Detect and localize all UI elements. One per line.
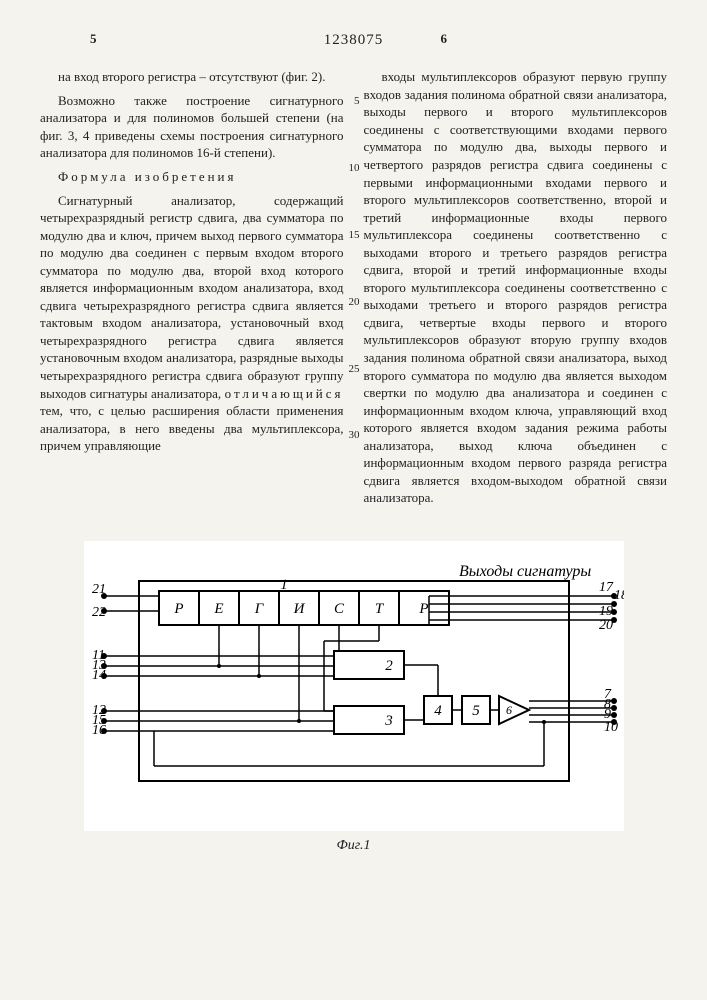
ln-5: 5 — [346, 94, 360, 109]
ln-10: 10 — [346, 161, 360, 176]
outputs-label: Выходы сигнатуры — [459, 563, 591, 580]
formula-title: Формула изобретения — [40, 168, 344, 186]
right-para-1: входы мультиплексоров образуют первую гр… — [364, 68, 668, 507]
out-19: 19 — [599, 604, 613, 619]
ln-20: 20 — [346, 295, 360, 310]
blk-sum1: 4 — [434, 703, 442, 719]
blk-reg: 1 — [280, 577, 288, 593]
left-para-3-tail: тем, что, с целью расширения области при… — [40, 403, 344, 453]
ln-15: 15 — [346, 228, 360, 243]
ln-25: 25 — [346, 362, 360, 377]
out-17: 17 — [599, 580, 614, 595]
blk-key: 6 — [506, 703, 512, 717]
left-para-1: на вход второго регистра – отсутствуют (… — [40, 68, 344, 86]
reg-lbl-4: С — [333, 601, 344, 617]
reg-lbl-6: Р — [418, 601, 428, 617]
in-14: 14 — [92, 668, 106, 683]
right-column: 5 10 15 20 25 30 входы мультиплексоров о… — [364, 68, 668, 513]
left-para-2: Возможно также построение сигнатурного а… — [40, 92, 344, 162]
in-22: 22 — [92, 605, 106, 620]
otlich-word: отличающийся — [225, 386, 344, 401]
out-18: 18 — [614, 588, 624, 603]
out-20: 20 — [599, 618, 613, 633]
in-21: 21 — [92, 582, 106, 597]
figure-caption: Фиг.1 — [40, 837, 667, 856]
blk-mux1: 2 — [385, 658, 393, 674]
out-10: 10 — [604, 720, 618, 735]
in-16: 16 — [92, 723, 106, 738]
page-header: 5 1238075 6 — [40, 30, 667, 50]
figure-1: 21 22 11 13 14 12 15 16 17 18 19 20 7 8 … — [40, 541, 667, 856]
reg-lbl-1: Е — [213, 601, 223, 617]
left-para-3-head: Сигнатурный анализатор, содержащий четыр… — [40, 193, 344, 401]
reg-lbl-0: Р — [173, 601, 183, 617]
col-num-right: 6 — [441, 30, 448, 48]
left-column: на вход второго регистра – отсутствуют (… — [40, 68, 344, 513]
left-para-3: Сигнатурный анализатор, содержащий четыр… — [40, 192, 344, 455]
text-columns: на вход второго регистра – отсутствуют (… — [40, 68, 667, 513]
reg-lbl-2: Г — [253, 601, 264, 617]
schematic-svg: 21 22 11 13 14 12 15 16 17 18 19 20 7 8 … — [84, 541, 624, 831]
document-number: 1238075 — [324, 32, 384, 48]
reg-lbl-3: И — [292, 601, 305, 617]
blk-sum2: 5 — [472, 703, 480, 719]
ln-30: 30 — [346, 428, 360, 443]
blk-mux2: 3 — [384, 713, 393, 729]
col-num-left: 5 — [90, 30, 97, 48]
line-numbers: 5 10 15 20 25 30 — [346, 68, 360, 443]
